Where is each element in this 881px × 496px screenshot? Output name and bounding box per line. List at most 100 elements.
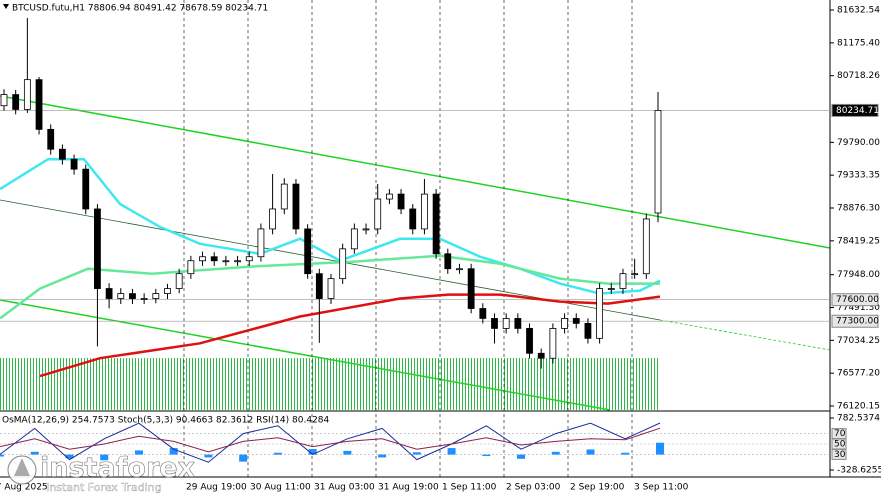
- price-box: [831, 103, 879, 117]
- x-tick-label: 30 Aug 11:00: [250, 483, 311, 493]
- candle-body: [385, 193, 393, 200]
- price-label: 80234.71: [836, 106, 879, 116]
- candle-body: [129, 293, 136, 299]
- candle-body: [117, 293, 125, 299]
- osma-bar: [100, 454, 109, 461]
- candle-body: [362, 228, 370, 231]
- trend-line: [0, 299, 611, 411]
- x-tick-label: 31 Aug 03:00: [314, 483, 375, 493]
- candle-body: [222, 260, 230, 263]
- candle-body: [164, 288, 171, 294]
- osma-bar: [551, 451, 560, 455]
- candle-body: [467, 268, 475, 309]
- osma-bar: [134, 450, 143, 455]
- y-tick-label: 79790.00: [837, 138, 880, 148]
- chart-title: BTCUSD.futu,H1 78806.94 80491.42 78678.5…: [12, 4, 268, 14]
- osma-bar: [0, 454, 4, 457]
- oscillator-line: [0, 422, 661, 463]
- y-tick-label: 79333.35: [837, 171, 880, 181]
- candle-body: [140, 298, 148, 300]
- candle-body: [397, 193, 405, 210]
- volume-strip: [0, 358, 660, 410]
- candle-body: [257, 228, 265, 258]
- candle-body: [0, 94, 8, 107]
- candle-body: [94, 208, 101, 289]
- candle-body: [596, 288, 604, 339]
- candle-body: [642, 218, 650, 275]
- candle-body: [245, 256, 253, 262]
- candle-body: [210, 256, 218, 262]
- osma-bar: [621, 452, 630, 455]
- osma-bar: [169, 448, 178, 455]
- y-tick-label: 81175.40: [837, 38, 880, 48]
- candle-body: [502, 318, 510, 329]
- candle-body: [187, 260, 195, 275]
- osma-bar: [447, 448, 456, 455]
- y-tick-label: -328.6255: [837, 466, 881, 476]
- candle-body: [35, 79, 43, 130]
- y-tick-label: 77491.30: [837, 303, 880, 313]
- y-tick-label: 77948.00: [837, 270, 880, 280]
- candle-body: [631, 273, 639, 276]
- candle-body: [315, 273, 323, 299]
- candle-body: [444, 253, 452, 270]
- y-tick-label: 77034.25: [837, 336, 880, 346]
- osma-bar: [273, 452, 282, 455]
- candle-body: [456, 268, 463, 271]
- menu-icon[interactable]: [3, 4, 9, 9]
- candle-body: [514, 318, 522, 329]
- candle-body: [280, 183, 288, 210]
- candle-body: [584, 322, 592, 339]
- price-label: 77600.00: [836, 295, 879, 305]
- y-tick-label: 80718.26: [837, 71, 880, 81]
- y-tick-label: 78419.25: [837, 236, 880, 246]
- osma-bar: [239, 454, 248, 462]
- price-box: [831, 314, 879, 328]
- candle-body: [105, 288, 113, 299]
- candle-body: [152, 293, 160, 299]
- candle-body: [327, 278, 335, 299]
- price-label: 77300.00: [836, 317, 879, 327]
- candle-body: [82, 168, 90, 210]
- candle-body: [572, 318, 580, 324]
- candle-body: [619, 273, 627, 289]
- candle-body: [526, 328, 533, 354]
- candle-body: [339, 248, 347, 280]
- candle-body: [12, 94, 20, 110]
- x-tick-label: 27 Aug 2025: [0, 483, 48, 493]
- trend-line-ext: [659, 319, 831, 351]
- brand: instaforex: [40, 453, 195, 484]
- osma-bar: [308, 449, 317, 455]
- x-tick-label: 31 Aug 19:00: [378, 483, 439, 493]
- candle-body: [304, 228, 312, 275]
- osma-bar: [30, 451, 39, 455]
- y-tick-label: 81632.54: [837, 5, 880, 15]
- level-box: [831, 448, 847, 460]
- y-tick-label: 78876.30: [837, 203, 880, 213]
- candle-body: [421, 193, 428, 230]
- osma-bar: [343, 450, 352, 455]
- osma-bar: [65, 454, 74, 459]
- candle-body: [537, 352, 545, 359]
- osma-bar: [517, 454, 526, 459]
- candle-body: [70, 158, 78, 170]
- x-tick-label: 2 Sep 19:00: [570, 483, 625, 493]
- y-tick-label: 782.5374: [837, 414, 880, 424]
- level-label: 50: [834, 440, 846, 450]
- candle-body: [269, 208, 277, 230]
- osma-bar: [378, 454, 387, 458]
- candle-body: [374, 198, 382, 230]
- candle-body: [23, 79, 31, 110]
- indicator-title: OsMA(12,26,9) 254.7573 Stoch(5,3,3) 90.4…: [2, 416, 330, 426]
- candle-body: [561, 318, 568, 329]
- osma-bar: [204, 454, 213, 458]
- trend-line: [0, 95, 831, 249]
- candle-body: [549, 328, 557, 359]
- candle-body: [175, 273, 183, 289]
- x-tick-label: 2 Sep 03:00: [506, 483, 561, 493]
- candle-body: [350, 228, 358, 250]
- candle-body: [479, 308, 487, 319]
- x-tick-label: 1 Sep 11:00: [442, 483, 497, 493]
- osma-bar: [586, 449, 595, 455]
- tagline: Instant Forex Trading: [46, 481, 162, 494]
